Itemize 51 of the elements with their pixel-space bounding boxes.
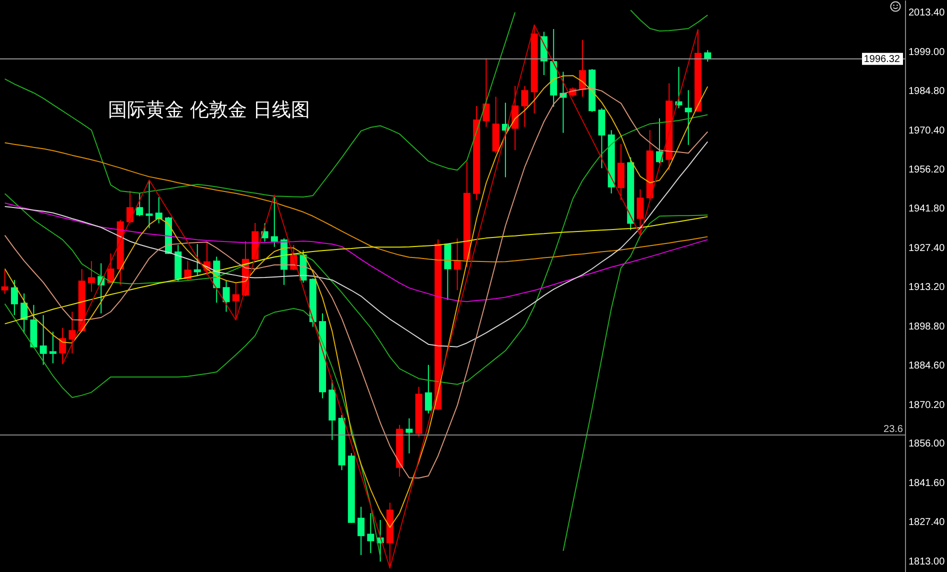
candlestick (261, 222, 268, 242)
candlestick (146, 179, 153, 229)
candlestick (367, 512, 374, 554)
y-tick-label: 1999.00 (908, 47, 946, 58)
candlestick (194, 244, 201, 277)
candlestick (88, 260, 95, 292)
y-tick-label: 1884.60 (908, 360, 946, 372)
candlestick (49, 331, 56, 364)
y-tick-label: 1984.80 (908, 86, 946, 97)
text: 国际黄金 伦敦金 日线图 (108, 99, 310, 121)
candlestick (578, 39, 586, 98)
annotation: 23.6 (884, 424, 904, 436)
y-tick-label: 1956.20 (908, 164, 946, 176)
candlestick (424, 364, 432, 414)
candlestick (1, 270, 8, 294)
y-tick-label: 1870.20 (908, 400, 946, 411)
y-tick-label: 1941.80 (908, 204, 946, 215)
candlestick (10, 279, 18, 316)
candlestick (59, 327, 66, 365)
line-series (4, 141, 708, 348)
candlestick (232, 282, 240, 320)
line-series (62, 24, 699, 569)
y-tick-label: 1970.40 (908, 125, 946, 136)
y-tick-label: 1913.20 (908, 282, 946, 294)
candlestick (68, 311, 76, 354)
candlestick (684, 90, 692, 146)
candlestick (406, 418, 413, 454)
candlestick (482, 58, 490, 128)
candlestick (270, 194, 278, 248)
y-tick-label: 2013.40 (908, 8, 946, 19)
candlestick (155, 196, 162, 224)
candlestick (126, 190, 134, 224)
y-tick-label: 1898.80 (908, 321, 946, 332)
candlestick (521, 86, 528, 128)
y-tick-label: 1813.00 (908, 556, 946, 568)
candlestick (20, 292, 28, 334)
y-tick-label: 1856.00 (908, 438, 946, 450)
ref-line-label: 1996.32 (864, 54, 900, 65)
y-tick-label: 1841.60 (908, 478, 946, 490)
candlestick (358, 506, 365, 556)
line-series (4, 216, 708, 324)
candlestick (222, 280, 230, 312)
line-series (4, 202, 708, 302)
candlestick (107, 252, 114, 284)
y-tick-label: 1927.40 (908, 243, 946, 254)
y-tick-label: 1827.40 (908, 517, 946, 528)
candlestick (184, 260, 192, 280)
candlestick (454, 238, 461, 291)
candlestick (136, 192, 144, 217)
candlestick (40, 314, 47, 366)
candlestick (636, 188, 644, 236)
